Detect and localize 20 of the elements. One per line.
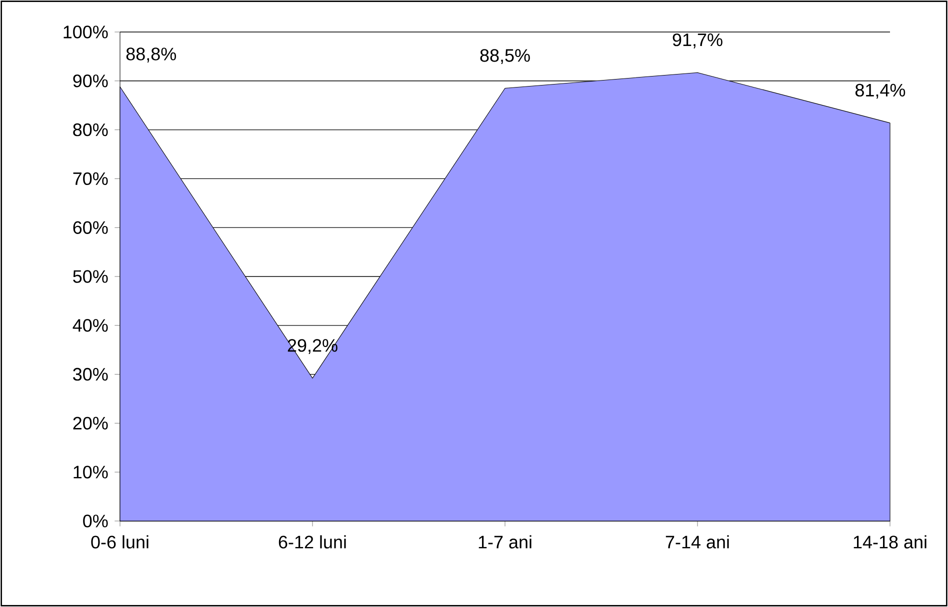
data-label: 91,7% [672, 33, 722, 48]
y-tick-label: 20% [73, 416, 108, 430]
y-tick-label: 10% [74, 466, 108, 478]
y-tick-label: 30% [73, 368, 108, 381]
y-tick-label: 50% [73, 270, 108, 283]
x-tick-label: 0-6 luni [91, 535, 148, 548]
y-tick-label: 80% [73, 123, 108, 136]
x-tick-label: 7-14 ani [666, 535, 729, 548]
x-tick-label: 6-12 luni [278, 535, 346, 548]
x-tick-label: 1-7 ani [478, 535, 532, 548]
data-label: 88,8% [126, 48, 176, 62]
x-tick-label: 14-18 ani [854, 535, 926, 548]
data-label: 81,4% [855, 84, 906, 99]
y-tick-label: 90% [73, 74, 108, 88]
y-tick-label: 60% [73, 221, 108, 234]
y-tick-label: 0% [83, 514, 108, 528]
y-tick-label: 40% [72, 319, 108, 332]
y-tick-label: 70% [73, 172, 108, 186]
y-tick-label: 100% [64, 26, 108, 38]
data-label: 88,5% [480, 49, 530, 64]
